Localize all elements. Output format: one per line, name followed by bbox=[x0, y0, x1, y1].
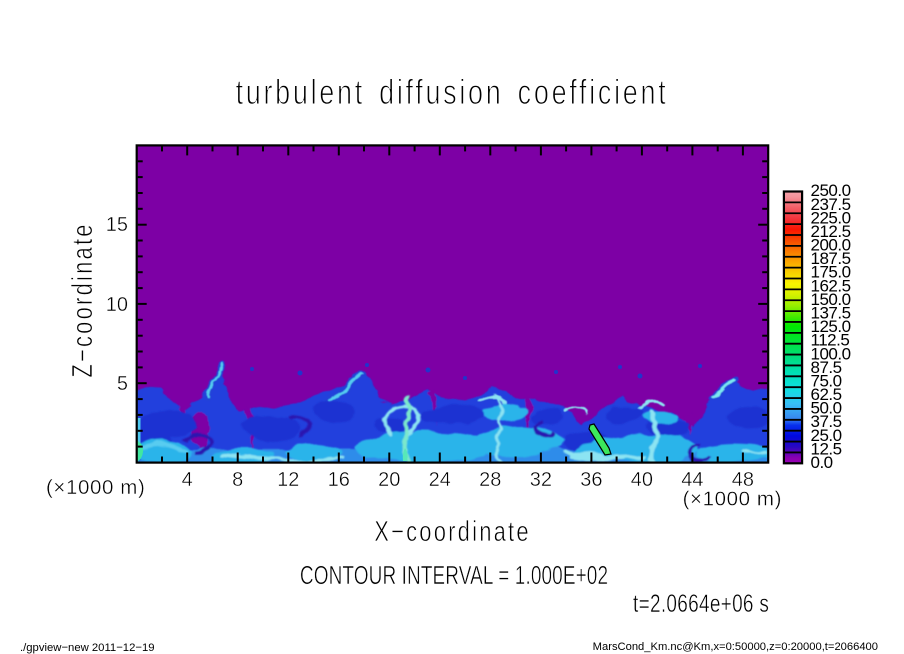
svg-text:137.5: 137.5 bbox=[811, 304, 851, 323]
svg-text:187.5: 187.5 bbox=[811, 249, 851, 268]
svg-text:162.5: 162.5 bbox=[811, 276, 851, 295]
svg-text:75.0: 75.0 bbox=[811, 372, 842, 391]
svg-text:87.5: 87.5 bbox=[811, 358, 842, 377]
svg-text:250.0: 250.0 bbox=[811, 181, 851, 200]
svg-text:12.5: 12.5 bbox=[811, 439, 842, 458]
svg-text:40: 40 bbox=[631, 469, 653, 491]
svg-text:X−coordinate: X−coordinate bbox=[374, 516, 531, 548]
svg-text:44: 44 bbox=[681, 469, 703, 491]
svg-text:turbulent diffusion coeffici: turbulent diffusion coefficient bbox=[236, 71, 669, 112]
svg-text:16: 16 bbox=[328, 469, 350, 491]
svg-text:(×1000 m): (×1000 m) bbox=[46, 476, 145, 499]
svg-text:20: 20 bbox=[378, 469, 400, 491]
svg-text:MarsCond_Km.nc@Km,x=0:50000,z=: MarsCond_Km.nc@Km,x=0:50000,z=0:20000,t=… bbox=[593, 641, 878, 653]
svg-text:10: 10 bbox=[106, 294, 128, 316]
svg-text:5: 5 bbox=[117, 373, 128, 395]
svg-text:24: 24 bbox=[429, 469, 451, 491]
svg-text:48: 48 bbox=[732, 469, 754, 491]
svg-text:CONTOUR INTERVAL = 1.000E+02: CONTOUR INTERVAL = 1.000E+02 bbox=[300, 561, 608, 589]
svg-text:212.5: 212.5 bbox=[811, 222, 851, 241]
svg-text:62.5: 62.5 bbox=[811, 385, 842, 404]
svg-text:25.0: 25.0 bbox=[811, 426, 842, 445]
svg-text:8: 8 bbox=[232, 469, 243, 491]
svg-text:0.0: 0.0 bbox=[811, 453, 833, 472]
svg-text:./gpview−new 2011−12−19: ./gpview−new 2011−12−19 bbox=[20, 642, 155, 654]
svg-text:12: 12 bbox=[277, 469, 299, 491]
svg-text:4: 4 bbox=[182, 469, 193, 491]
svg-text:225.0: 225.0 bbox=[811, 208, 851, 227]
svg-text:15: 15 bbox=[106, 214, 128, 236]
svg-text:237.5: 237.5 bbox=[811, 195, 851, 214]
svg-text:32: 32 bbox=[530, 469, 552, 491]
svg-text:125.0: 125.0 bbox=[811, 317, 851, 336]
svg-text:50.0: 50.0 bbox=[811, 399, 842, 418]
svg-text:200.0: 200.0 bbox=[811, 236, 851, 255]
svg-text:37.5: 37.5 bbox=[811, 412, 842, 431]
svg-text:150.0: 150.0 bbox=[811, 290, 851, 309]
svg-text:36: 36 bbox=[580, 469, 602, 491]
svg-text:175.0: 175.0 bbox=[811, 263, 851, 282]
svg-text:(×1000 m): (×1000 m) bbox=[683, 488, 782, 511]
svg-text:Z−coordinate: Z−coordinate bbox=[67, 222, 99, 377]
svg-text:t=2.0664e+06 s: t=2.0664e+06 s bbox=[633, 590, 769, 618]
svg-text:100.0: 100.0 bbox=[811, 344, 851, 363]
svg-text:112.5: 112.5 bbox=[811, 331, 850, 350]
svg-text:28: 28 bbox=[479, 469, 501, 491]
